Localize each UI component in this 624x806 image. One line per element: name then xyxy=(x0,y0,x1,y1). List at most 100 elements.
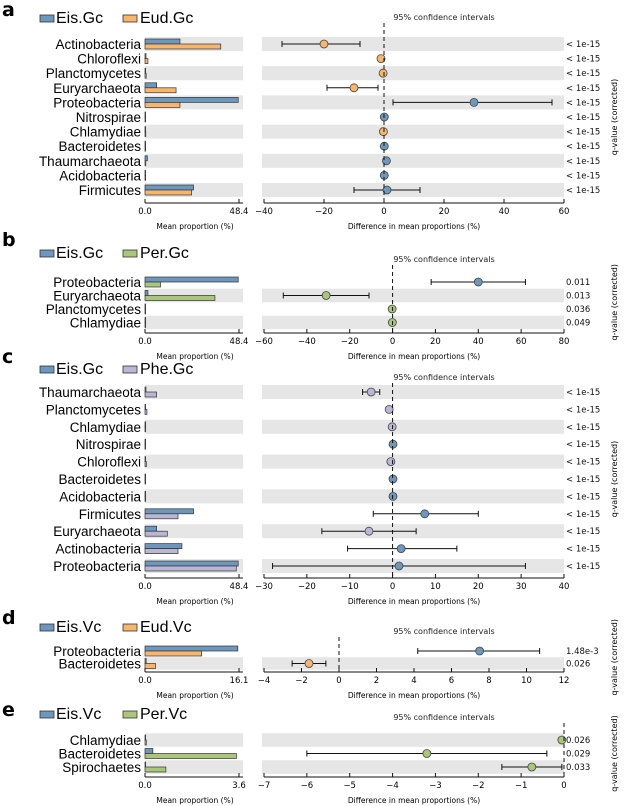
legend-swatch xyxy=(39,249,55,258)
taxon-label: Bacteroidetes xyxy=(58,747,141,762)
tick-label: −1 xyxy=(515,781,528,791)
taxon-label: Planctomycetes xyxy=(46,402,142,417)
bar-Per.Gc xyxy=(144,308,146,315)
row-shade xyxy=(145,524,243,539)
legend-label: Eis.Gc xyxy=(56,245,103,262)
legend: Eis.Gc Per.Gc xyxy=(39,245,189,262)
panel-label: b xyxy=(2,229,16,251)
tick-label: −4 xyxy=(258,676,271,686)
row: Planctomycetes < 1e-15 xyxy=(46,66,600,81)
bar-Eud.Gc xyxy=(144,72,147,79)
diff-point xyxy=(304,659,314,668)
bar-Eud.Gc xyxy=(144,189,192,196)
diff-point xyxy=(469,98,479,107)
legend-swatch xyxy=(39,710,55,719)
taxon-label: Firmicutes xyxy=(79,507,142,522)
tick-label: 40 xyxy=(473,337,484,347)
taxon-label: Euryarchaeota xyxy=(53,524,141,539)
legend-label: Phe.Gc xyxy=(140,361,193,378)
tick-label: 10 xyxy=(521,676,532,686)
bar-Per.Gc xyxy=(144,322,146,328)
legend-swatch xyxy=(39,14,55,23)
row: Firmicutes < 1e-15 xyxy=(79,507,601,522)
row-shade xyxy=(262,454,564,469)
legend-label: Eis.Vc xyxy=(56,706,101,723)
taxon-label: Planctomycetes xyxy=(46,302,142,317)
q-value-axis-label: q-value (corrected) xyxy=(610,619,619,695)
row: Bacteroidetes 0.029 xyxy=(58,747,590,762)
tick-label: −40 xyxy=(255,207,273,217)
tick-label: 48.4 xyxy=(230,337,249,347)
row: Nitrospirae < 1e-15 xyxy=(76,110,601,125)
bar-Eis.Gc xyxy=(144,38,181,45)
diff-point xyxy=(386,457,396,467)
bar-Eis.Gc xyxy=(144,438,146,445)
legend-label: Eud.Gc xyxy=(140,10,193,27)
tick-label: −20 xyxy=(298,582,316,592)
x-label-right: Difference in mean proportions (%) xyxy=(348,597,480,606)
x-label-right: Difference in mean proportions (%) xyxy=(348,796,480,805)
x-label-left: Mean proportion (%) xyxy=(156,691,233,700)
bar-Eis.Vc xyxy=(144,645,239,652)
tick-label: −5 xyxy=(343,781,356,791)
tick-label: 40 xyxy=(499,207,510,217)
tick-label: 0.0 xyxy=(138,582,152,592)
bar-Eis.Gc xyxy=(144,525,158,532)
taxon-label: Thaumarchaeota xyxy=(39,385,142,400)
bar-Eis.Gc xyxy=(144,290,149,296)
q-value: 1.48e-3 xyxy=(566,647,599,657)
q-value: < 1e-15 xyxy=(566,423,600,433)
panel-d: d Eis.Vc Eud.Vc 95% confidence intervals Pro… xyxy=(2,607,619,700)
tick-label: 0.0 xyxy=(138,207,152,217)
tick-label: 20 xyxy=(430,337,441,347)
diff-point xyxy=(378,68,388,78)
tick-label: −6 xyxy=(301,781,314,791)
q-value: < 1e-15 xyxy=(566,527,600,537)
taxon-label: Nitrospirae xyxy=(76,110,141,125)
row: Proteobacteria 1.48e-3 xyxy=(53,644,598,659)
q-value: < 1e-15 xyxy=(566,405,600,415)
row: Chloroflexi < 1e-15 xyxy=(77,454,600,470)
tick-label: 0 xyxy=(390,337,395,347)
row: Actinobacteria < 1e-15 xyxy=(55,37,600,52)
q-value: < 1e-15 xyxy=(566,545,600,555)
q-value: < 1e-15 xyxy=(566,171,600,181)
q-value: < 1e-15 xyxy=(566,475,600,485)
x-label-left: Mean proportion (%) xyxy=(156,796,233,805)
diff-point xyxy=(378,127,388,137)
bar-Eis.Gc xyxy=(144,53,147,59)
legend-swatch xyxy=(122,14,138,23)
legend: Eis.Vc Per.Vc xyxy=(39,706,187,723)
bar-Eis.Gc xyxy=(144,82,158,89)
taxon-label: Proteobacteria xyxy=(53,95,141,110)
diff-point xyxy=(384,404,394,414)
taxon-label: Chlamydiae xyxy=(70,733,141,748)
bar-Eud.Gc xyxy=(144,87,177,94)
bar-Phe.Gc xyxy=(144,426,146,433)
x-label-left: Mean proportion (%) xyxy=(156,222,233,231)
q-value-axis-label: q-value (corrected) xyxy=(610,715,619,791)
q-value: < 1e-15 xyxy=(566,142,600,152)
bar-Eis.Gc xyxy=(144,140,146,147)
tick-label: 20 xyxy=(473,582,484,592)
q-value: < 1e-15 xyxy=(566,55,600,65)
tick-label: −2 xyxy=(295,676,308,686)
tick-label: −7 xyxy=(258,781,271,791)
bar-Eis.Gc xyxy=(144,126,146,132)
row: Actinobacteria < 1e-15 xyxy=(55,542,600,557)
tick-label: −4 xyxy=(386,781,399,791)
row-shade xyxy=(262,124,564,139)
tick-label: −40 xyxy=(298,337,316,347)
legend-label: Per.Vc xyxy=(140,706,187,723)
row: Proteobacteria < 1e-15 xyxy=(53,559,600,574)
x-label-right: Difference in mean proportions (%) xyxy=(348,691,480,700)
tick-label: −30 xyxy=(255,582,273,592)
bar-Eud.Gc xyxy=(144,145,146,152)
row: Planctomycetes < 1e-15 xyxy=(46,402,601,417)
row: Spirochaetes 0.033 xyxy=(62,760,590,775)
ci-title: 95% confidence intervals xyxy=(393,713,494,722)
bar-Phe.Gc xyxy=(144,391,158,398)
tick-label: −20 xyxy=(315,207,333,217)
q-value: < 1e-15 xyxy=(566,157,600,167)
